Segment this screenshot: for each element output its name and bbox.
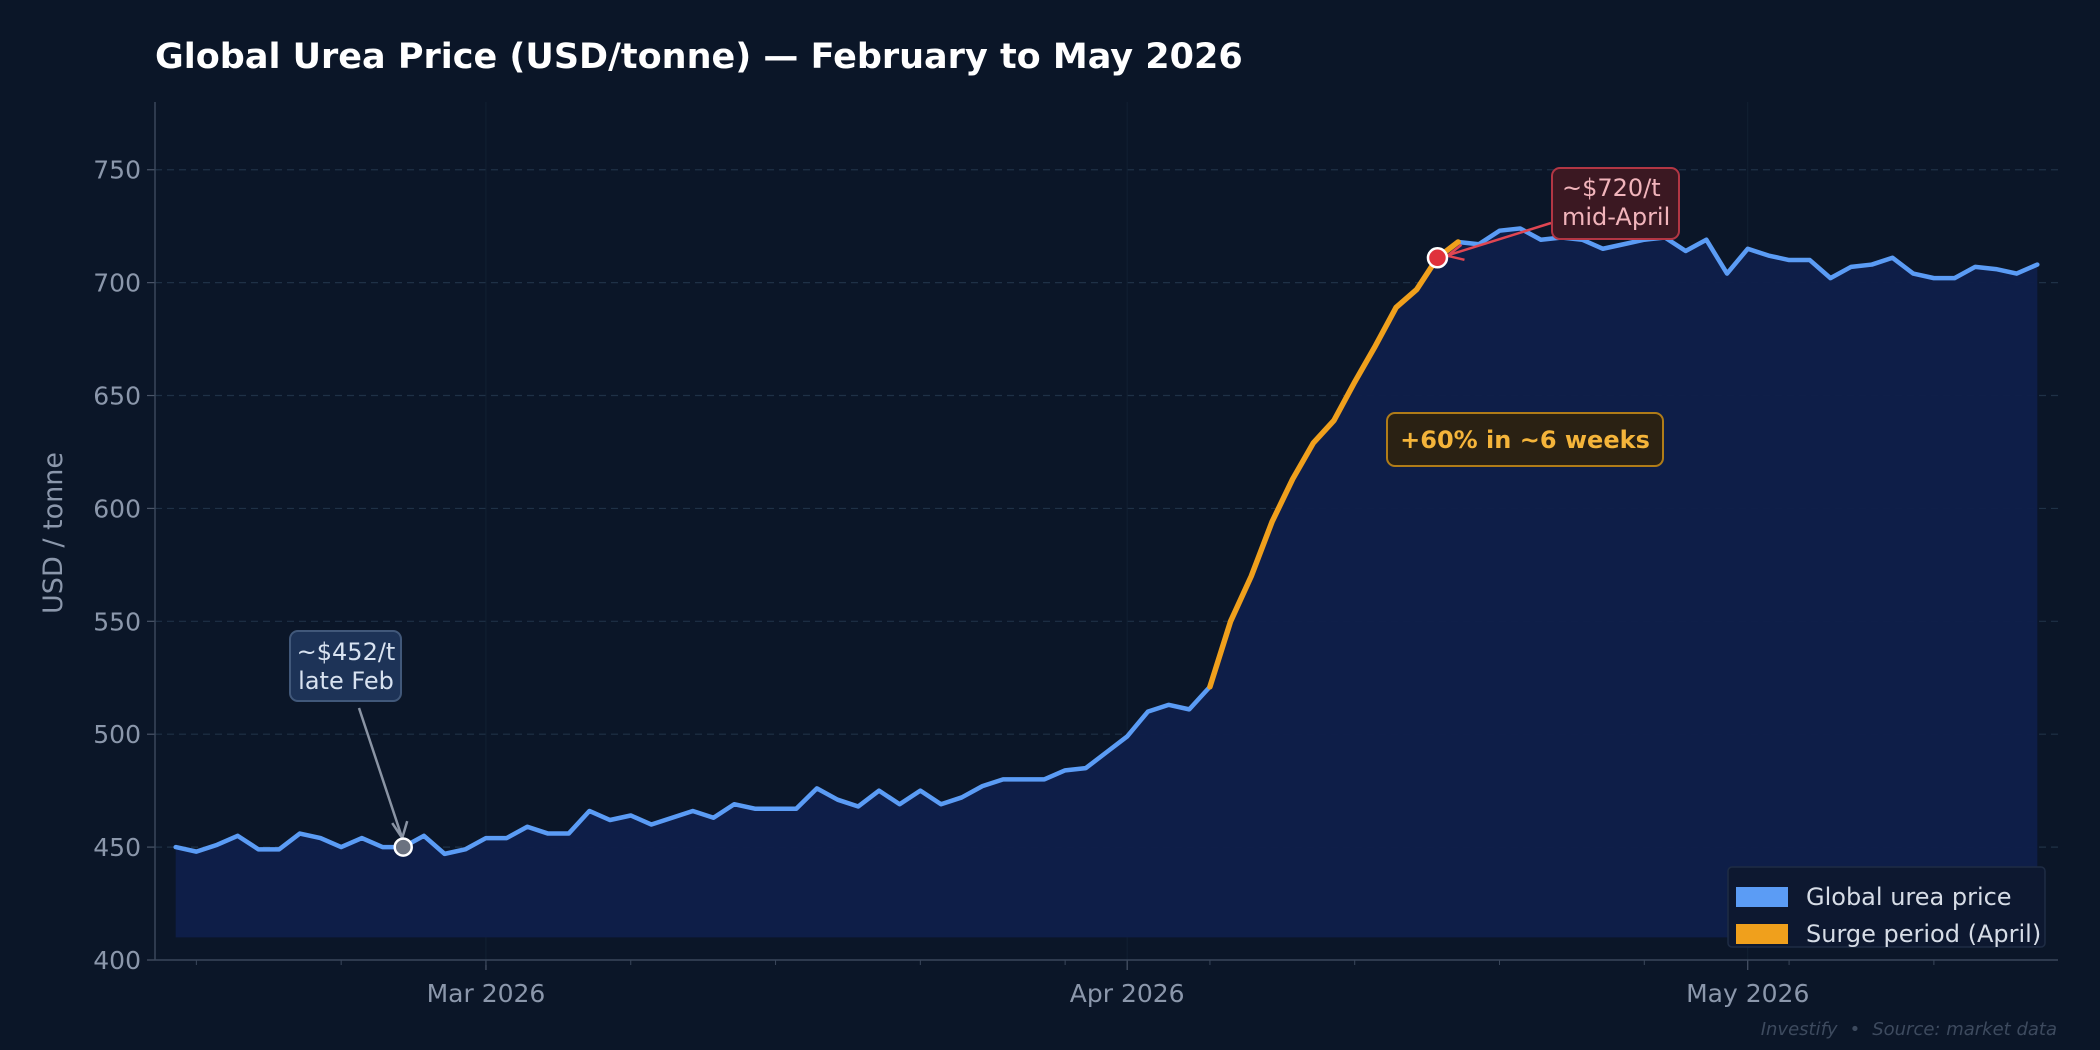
- y-tick-label: 650: [93, 382, 141, 411]
- annotation-late-feb-marker: [393, 837, 413, 857]
- annotation-late-feb-arrow: [357, 707, 403, 836]
- annotation-mid-april-text: ~$720/t: [1562, 174, 1661, 202]
- annotation-late-feb-text: late Feb: [298, 667, 394, 695]
- annotation-mid-april-box: [1551, 167, 1680, 240]
- legend-layer: Global urea price Surge period (April): [1727, 866, 2046, 948]
- line-layer: [173, 226, 2040, 857]
- legend-box: [1727, 866, 2046, 948]
- annotation-surge-box: [1386, 412, 1664, 467]
- y-tick-label: 550: [93, 607, 141, 636]
- annotation-surge-text: +60% in ~6 weeks: [1400, 426, 1650, 454]
- y-axis-label: USD / tonne: [38, 452, 69, 614]
- surge-line: [1207, 239, 1461, 690]
- annotation-mid-april-arrow: [1449, 221, 1552, 256]
- y-tick-label: 500: [93, 720, 141, 749]
- y-tick-label: 750: [93, 156, 141, 185]
- legend-label: Global urea price: [1806, 883, 2012, 911]
- footer-source: Source: market data: [1872, 1019, 2057, 1040]
- y-tick-label: 450: [93, 833, 141, 862]
- footer-separator: •: [1850, 1019, 1861, 1040]
- annotation-mid-april-text: mid-April: [1562, 203, 1670, 231]
- annotation-late-feb-text: ~$452/t: [297, 638, 396, 666]
- x-tick-label: Mar 2026: [427, 979, 546, 1008]
- x-tick-label: Apr 2026: [1070, 979, 1185, 1008]
- chart-title: Global Urea Price (USD/tonne) — February…: [155, 37, 1243, 77]
- legend-swatch: [1736, 924, 1788, 944]
- y-tick-label: 700: [93, 269, 141, 298]
- price-area-fill: [175, 228, 2038, 938]
- annotation-mid-april-marker: [1426, 247, 1449, 269]
- footer-brand: Investify: [1761, 1019, 1838, 1040]
- y-tick-label: 400: [93, 946, 141, 975]
- legend-swatch: [1736, 887, 1788, 907]
- legend-label: Surge period (April): [1806, 920, 2041, 948]
- footer-credit: Investify • Source: market data: [1761, 1019, 2057, 1040]
- price-line: [173, 226, 2040, 857]
- area-layer: [175, 228, 2038, 938]
- y-tick-label: 600: [93, 494, 141, 523]
- axis-layer: 400 450 500 550 600 650 700 750 Mar 2026 Apr 2026…: [93, 102, 2058, 1008]
- annotation-late-feb-box: [289, 630, 402, 702]
- x-tick-label: May 2026: [1686, 979, 1809, 1008]
